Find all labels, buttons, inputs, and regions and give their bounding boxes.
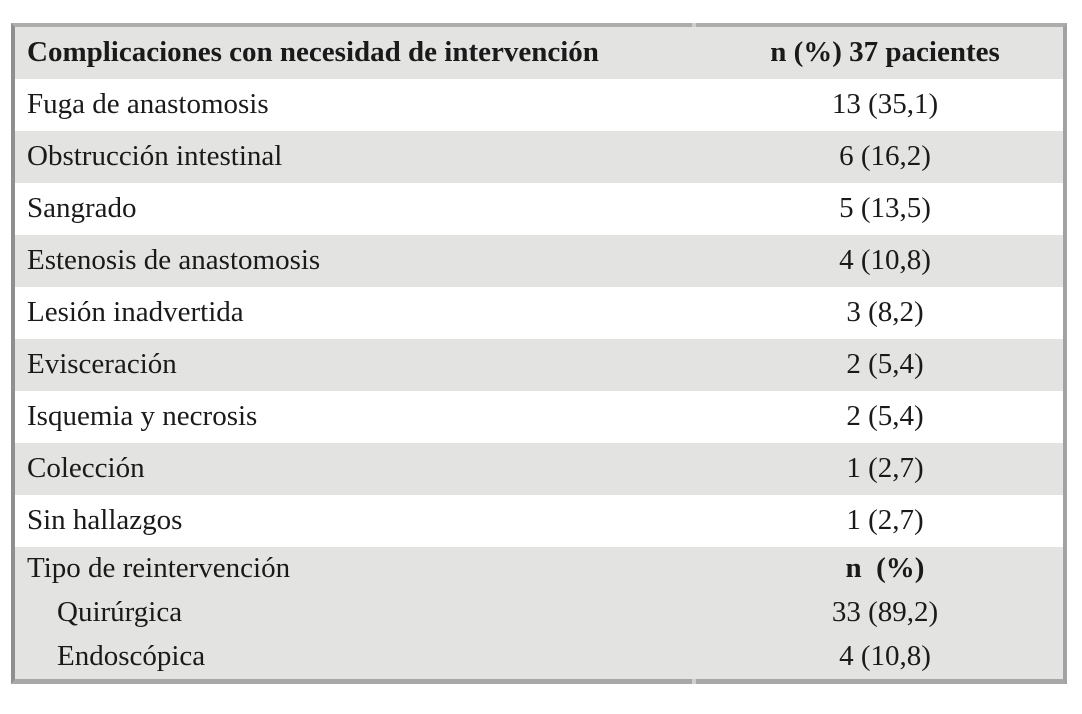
- row-value: 1 (2,7): [846, 452, 924, 485]
- complications-table: Complicaciones con necesidad de interven…: [11, 23, 1067, 684]
- row-label: Obstrucción intestinal: [27, 140, 283, 173]
- reintervention-section: Tipo de reintervención n (%) Quirúrgica …: [15, 547, 1063, 679]
- row-value: 33 (89,2): [831, 596, 939, 629]
- table-header-row: Complicaciones con necesidad de interven…: [15, 27, 1063, 79]
- table-row: Estenosis de anastomosis 4 (10,8): [15, 235, 1063, 287]
- row-value: 4 (10,8): [839, 640, 931, 673]
- table-row: Colección 1 (2,7): [15, 443, 1063, 495]
- row-value: 2 (5,4): [846, 348, 924, 381]
- header-n-patients-label: n (%) 37 pacientes: [770, 36, 1000, 69]
- section-n-header: n (%): [845, 552, 925, 585]
- row-label: Evisceración: [27, 348, 177, 381]
- row-label: Quirúrgica: [57, 596, 183, 629]
- row-label: Isquemia y necrosis: [27, 400, 258, 433]
- row-value: 2 (5,4): [846, 400, 924, 433]
- section-row: Endoscópica 4 (10,8): [15, 635, 1063, 679]
- table-row: Evisceración 2 (5,4): [15, 339, 1063, 391]
- header-complications-label: Complicaciones con necesidad de interven…: [27, 36, 599, 69]
- table-row: Fuga de anastomosis 13 (35,1): [15, 79, 1063, 131]
- row-value: 4 (10,8): [839, 244, 931, 277]
- table-row: Sangrado 5 (13,5): [15, 183, 1063, 235]
- row-label: Colección: [27, 452, 145, 485]
- row-label: Sin hallazgos: [27, 504, 183, 537]
- row-label: Fuga de anastomosis: [27, 88, 269, 121]
- row-value: 6 (16,2): [839, 140, 931, 173]
- row-value: 3 (8,2): [846, 296, 924, 329]
- row-label: Sangrado: [27, 192, 137, 225]
- table-row: Obstrucción intestinal 6 (16,2): [15, 131, 1063, 183]
- row-label: Endoscópica: [57, 640, 206, 673]
- table-row: Isquemia y necrosis 2 (5,4): [15, 391, 1063, 443]
- border-notch-bottom: [692, 679, 696, 684]
- section-title: Tipo de reintervención: [27, 552, 291, 585]
- table-row: Lesión inadvertida 3 (8,2): [15, 287, 1063, 339]
- row-label: Estenosis de anastomosis: [27, 244, 321, 277]
- section-title-row: Tipo de reintervención n (%): [15, 547, 1063, 591]
- row-value: 13 (35,1): [831, 88, 939, 121]
- row-label: Lesión inadvertida: [27, 296, 244, 329]
- section-row: Quirúrgica 33 (89,2): [15, 591, 1063, 635]
- table-row: Sin hallazgos 1 (2,7): [15, 495, 1063, 547]
- row-value: 1 (2,7): [846, 504, 924, 537]
- border-notch-top: [692, 23, 696, 27]
- row-value: 5 (13,5): [839, 192, 931, 225]
